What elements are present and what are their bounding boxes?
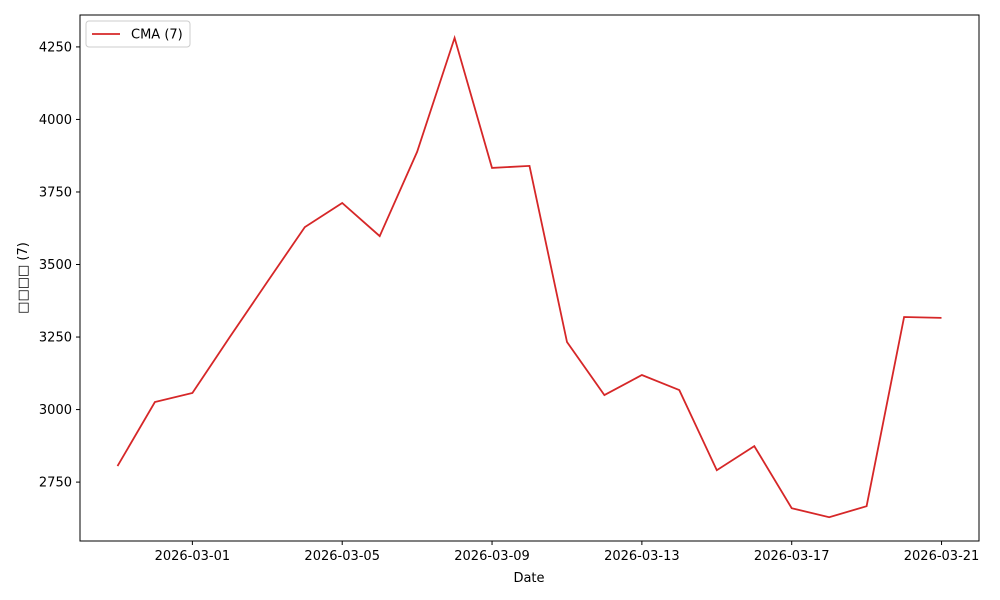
x-tick-label: 2026-03-01 xyxy=(155,549,231,564)
x-tick-label: 2026-03-13 xyxy=(604,549,680,564)
y-tick-label: 2750 xyxy=(39,476,72,491)
legend-box xyxy=(85,20,191,48)
x-tick-label: 2026-03-09 xyxy=(454,549,530,564)
legend-label: CMA (7) xyxy=(131,28,183,43)
y-tick-label: 3000 xyxy=(39,403,72,418)
x-axis-label: Date xyxy=(513,571,544,586)
line-series xyxy=(116,34,942,519)
y-tick-label: 3500 xyxy=(39,258,72,273)
x-tick-label: 2026-03-17 xyxy=(754,549,830,564)
plot-frame xyxy=(79,14,980,542)
y-tick-label: 4000 xyxy=(39,113,72,128)
y-tick-label: 3250 xyxy=(39,331,72,346)
y-tick-label: 4250 xyxy=(39,40,72,55)
y-axis-label: □□□□ (7) xyxy=(16,242,31,314)
x-tick-label: 2026-03-21 xyxy=(904,549,980,564)
y-tick-label: 3750 xyxy=(39,185,72,200)
x-tick-label: 2026-03-05 xyxy=(304,549,380,564)
